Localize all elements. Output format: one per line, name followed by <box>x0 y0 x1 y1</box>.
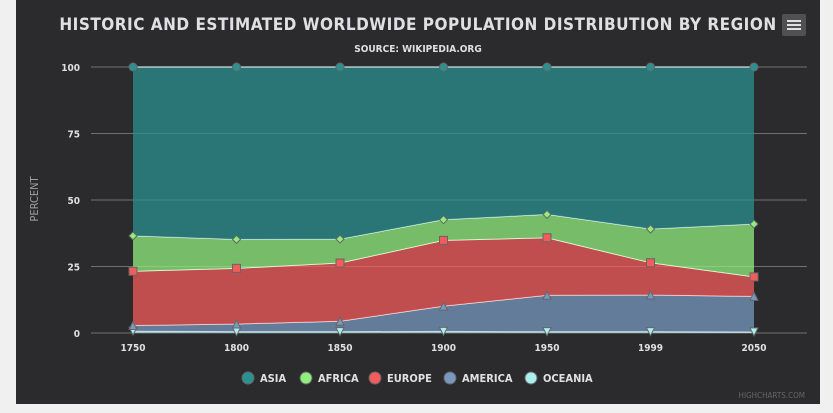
context-menu-button[interactable] <box>782 14 806 36</box>
legend-symbol <box>443 371 457 385</box>
legend-item-africa[interactable]: AFRICA <box>299 371 359 385</box>
area-africa[interactable] <box>133 214 754 277</box>
y-tick-label: 100 <box>61 63 80 74</box>
menu-icon-bar <box>787 24 801 26</box>
marker-oceania[interactable] <box>542 327 552 337</box>
marker-oceania[interactable] <box>749 327 759 338</box>
credits[interactable]: HIGHCHARTS.COM <box>739 391 805 400</box>
marker-africa[interactable] <box>749 219 759 229</box>
marker-africa[interactable] <box>128 231 138 241</box>
marker-america[interactable] <box>542 290 552 300</box>
area-europe[interactable] <box>133 237 754 326</box>
marker-europe[interactable] <box>439 235 448 245</box>
marker-oceania[interactable] <box>335 327 345 337</box>
legend-symbol <box>524 371 538 385</box>
marker-africa[interactable] <box>231 234 242 245</box>
marker-europe[interactable] <box>335 258 345 268</box>
marker-europe[interactable] <box>232 263 241 273</box>
marker-africa[interactable] <box>438 214 449 225</box>
chart-subtitle: SOURCE: WIKIPEDIA.ORG <box>354 44 482 55</box>
marker-europe[interactable] <box>128 266 138 276</box>
x-tick-label: 1750 <box>120 343 145 354</box>
marker-oceania[interactable] <box>438 326 449 337</box>
marker-america[interactable] <box>438 301 449 311</box>
chart-title: HISTORIC AND ESTIMATED WORLDWIDE POPULAT… <box>59 15 776 35</box>
marker-asia[interactable] <box>749 62 759 72</box>
x-tick-label: 1850 <box>327 343 352 354</box>
x-tick-label: 1900 <box>431 343 456 354</box>
legend-item-asia[interactable]: ASIA <box>241 371 286 385</box>
marker-africa[interactable] <box>542 209 552 220</box>
marker-africa[interactable] <box>335 234 345 244</box>
y-tick-label: 50 <box>67 196 80 207</box>
chart-svg: HISTORIC AND ESTIMATED WORLDWIDE POPULAT… <box>28 15 807 400</box>
marker-asia[interactable] <box>128 62 138 72</box>
legend-label: AMERICA <box>462 372 513 385</box>
menu-icon-bar <box>787 20 801 22</box>
marker-asia[interactable] <box>439 62 448 72</box>
y-tick-label: 25 <box>67 263 80 274</box>
legend-item-america[interactable]: AMERICA <box>443 371 513 385</box>
x-tick-label: 2050 <box>741 343 766 354</box>
menu-icon-bar <box>787 28 801 30</box>
axes: 0 25 50 75 100 1750 1800 1850 1900 1950 1999 2050 <box>61 63 766 354</box>
legend-symbol <box>368 371 382 385</box>
legend-item-europe[interactable]: EUROPE <box>368 371 432 385</box>
x-tick-label: 1999 <box>638 343 663 354</box>
legend-label: AFRICA <box>318 372 359 385</box>
y-tick-label: 75 <box>67 130 80 141</box>
marker-europe[interactable] <box>542 233 552 243</box>
legend-label: ASIA <box>260 372 286 385</box>
marker-america[interactable] <box>749 291 759 301</box>
area-asia[interactable] <box>133 67 754 240</box>
areas <box>132 66 755 333</box>
marker-oceania[interactable] <box>645 327 656 337</box>
marker-africa[interactable] <box>645 224 656 234</box>
y-axis-label: PERCENT <box>28 175 41 221</box>
legend-label: OCEANIA <box>543 372 593 385</box>
marker-america[interactable] <box>335 316 345 326</box>
x-tick-label: 1800 <box>224 343 249 354</box>
marker-america[interactable] <box>128 320 138 331</box>
marker-europe[interactable] <box>646 258 655 268</box>
markers <box>128 62 759 338</box>
legend-item-oceania[interactable]: OCEANIA <box>524 371 593 385</box>
marker-america[interactable] <box>645 289 656 300</box>
chart-container: HISTORIC AND ESTIMATED WORLDWIDE POPULAT… <box>16 0 820 404</box>
marker-asia[interactable] <box>646 62 655 72</box>
marker-europe[interactable] <box>749 272 759 282</box>
marker-america[interactable] <box>231 318 242 329</box>
marker-asia[interactable] <box>335 62 345 72</box>
legend-symbol <box>241 371 255 385</box>
y-tick-label: 0 <box>74 329 80 340</box>
legend[interactable]: ASIA AFRICA EUROPE AMERICA OCEANIA <box>241 371 593 385</box>
legend-symbol <box>299 371 313 385</box>
marker-asia[interactable] <box>542 62 552 72</box>
marker-asia[interactable] <box>232 62 241 72</box>
x-tick-label: 1950 <box>534 343 559 354</box>
legend-label: EUROPE <box>387 372 432 385</box>
